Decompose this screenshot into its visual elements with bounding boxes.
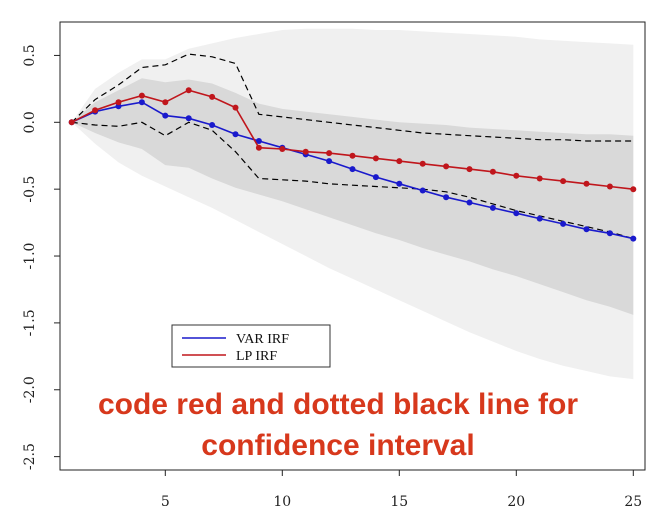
data-point-lp-irf bbox=[489, 168, 496, 175]
data-point-var-irf bbox=[419, 187, 426, 194]
data-point-lp-irf bbox=[560, 178, 567, 185]
data-point-lp-irf bbox=[466, 166, 473, 173]
data-point-lp-irf bbox=[349, 152, 356, 159]
data-point-var-irf bbox=[349, 166, 356, 173]
data-point-var-irf bbox=[443, 194, 450, 201]
y-tick-label: 0.0 bbox=[22, 111, 38, 133]
data-point-lp-irf bbox=[326, 150, 333, 157]
y-tick-label: -2.0 bbox=[22, 376, 38, 403]
data-point-lp-irf bbox=[443, 163, 450, 170]
data-point-var-irf bbox=[466, 199, 473, 206]
data-point-lp-irf bbox=[279, 146, 286, 152]
data-point-var-irf bbox=[232, 131, 239, 138]
legend-label-var-irf: VAR IRF bbox=[236, 332, 289, 347]
data-point-lp-irf bbox=[583, 180, 590, 187]
legend-label-lp-irf: LP IRF bbox=[236, 349, 277, 364]
x-tick-label: 20 bbox=[507, 494, 525, 510]
data-point-lp-irf bbox=[138, 92, 145, 99]
plot-frame bbox=[59, 21, 646, 471]
data-point-lp-irf bbox=[115, 99, 122, 106]
annotation-line-1: code red and dotted black line for bbox=[98, 388, 578, 421]
data-point-var-irf bbox=[513, 210, 520, 217]
y-tick-label: -1.5 bbox=[22, 309, 38, 336]
x-tick-label: 15 bbox=[390, 494, 408, 510]
x-tick-label: 25 bbox=[624, 494, 642, 510]
axes: 5 10 15 20 25 0.5 0.0 -0.5 -1.0 -1.5 -2.0 -2.5 bbox=[22, 21, 646, 510]
annotation-line-2: confidence interval bbox=[201, 429, 474, 462]
series-lines bbox=[68, 87, 637, 242]
series-lp-irf bbox=[68, 87, 637, 193]
data-point-lp-irf bbox=[302, 148, 309, 155]
x-tick-label: 5 bbox=[161, 494, 170, 510]
legend-box bbox=[171, 324, 331, 368]
data-point-var-irf bbox=[162, 112, 169, 119]
data-point-var-irf bbox=[255, 138, 262, 144]
data-point-var-irf bbox=[115, 103, 122, 110]
x-tick-label: 10 bbox=[273, 494, 291, 510]
data-point-lp-irf bbox=[162, 99, 169, 106]
data-point-var-irf bbox=[489, 204, 496, 211]
data-point-lp-irf bbox=[606, 183, 613, 190]
data-point-var-irf bbox=[209, 122, 216, 128]
data-point-var-irf bbox=[560, 220, 567, 227]
inner-confidence-band bbox=[71, 78, 634, 315]
data-point-lp-irf bbox=[396, 158, 403, 165]
data-point-lp-irf bbox=[209, 93, 216, 100]
data-point-lp-irf bbox=[419, 160, 426, 167]
data-point-var-irf bbox=[138, 99, 145, 106]
data-point-lp-irf bbox=[68, 119, 75, 126]
data-point-var-irf bbox=[606, 230, 613, 237]
data-point-var-irf bbox=[536, 215, 543, 222]
data-point-lp-irf bbox=[92, 107, 99, 114]
data-point-lp-irf bbox=[513, 172, 520, 179]
data-point-lp-irf bbox=[255, 144, 262, 151]
data-point-var-irf bbox=[185, 115, 192, 122]
y-tick-label: -2.5 bbox=[22, 443, 38, 470]
data-point-var-irf bbox=[326, 158, 333, 165]
data-point-var-irf bbox=[372, 174, 379, 181]
y-tick-label: -1.0 bbox=[22, 243, 38, 270]
y-tick-label: -0.5 bbox=[22, 176, 38, 203]
data-point-lp-irf bbox=[372, 155, 379, 162]
data-point-var-irf bbox=[396, 180, 403, 187]
annotation-overlay: code red and dotted black line for confi… bbox=[98, 388, 578, 462]
data-point-var-irf bbox=[630, 235, 637, 242]
data-point-var-irf bbox=[583, 226, 590, 233]
dashed-upper-line bbox=[71, 53, 634, 142]
y-tick-label: 0.5 bbox=[22, 44, 38, 66]
data-point-lp-irf bbox=[630, 186, 637, 193]
data-point-lp-irf bbox=[536, 175, 543, 182]
data-point-lp-irf bbox=[185, 87, 192, 94]
data-point-lp-irf bbox=[232, 104, 239, 111]
inner-band-area bbox=[71, 78, 634, 315]
legend: VAR IRF LP IRF bbox=[171, 324, 331, 368]
